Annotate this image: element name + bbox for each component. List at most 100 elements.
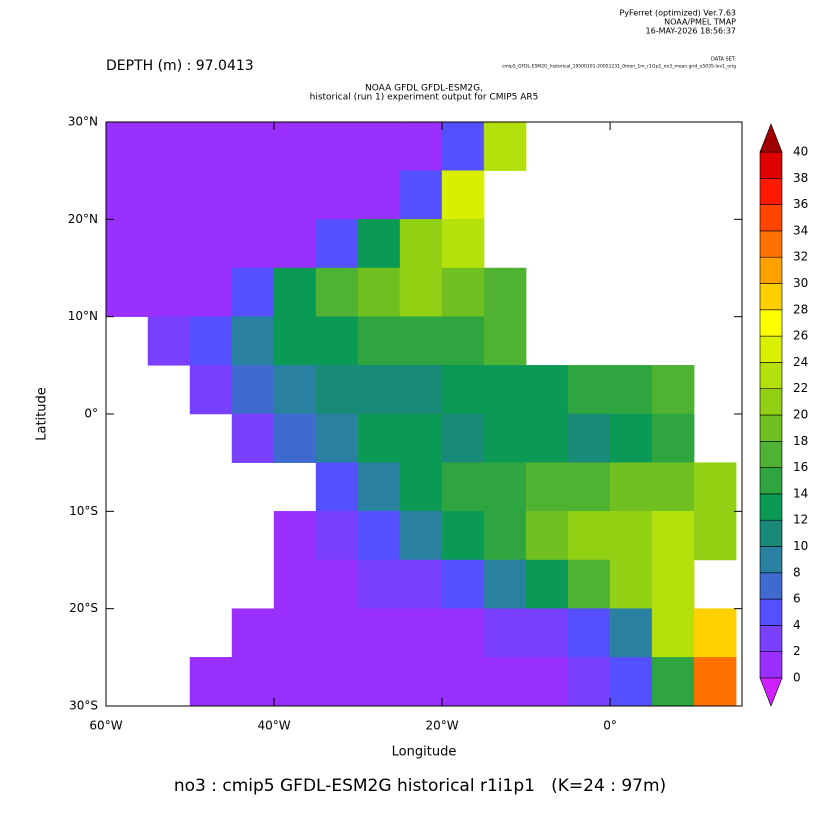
cell [273, 267, 317, 317]
cell [483, 365, 527, 415]
cell [315, 608, 359, 658]
cell [147, 219, 191, 269]
cell [357, 316, 401, 366]
cell [525, 657, 569, 707]
cell [231, 413, 275, 463]
cell [357, 657, 401, 707]
colorbar-under [759, 677, 783, 707]
colorbar-over [759, 123, 783, 153]
cell [693, 657, 737, 707]
colorbar-label: 16 [793, 460, 808, 474]
cell [609, 511, 653, 561]
colorbar-swatch [759, 230, 783, 258]
cell [483, 316, 527, 366]
cell [567, 365, 611, 415]
cell [315, 170, 359, 220]
cell [273, 170, 317, 220]
y-tick-label: 10°N [68, 309, 98, 323]
cell [525, 413, 569, 463]
cell [609, 365, 653, 415]
cell [399, 121, 443, 171]
colorbar-label: 28 [793, 302, 808, 316]
dataset-label: DATA SET: [711, 57, 736, 63]
colorbar-swatch [759, 256, 783, 284]
cell [609, 657, 653, 707]
colorbar-label: 12 [793, 513, 808, 527]
cell [231, 657, 275, 707]
colorbar-label: 8 [793, 565, 801, 579]
cell [441, 121, 485, 171]
colorbar-swatch [759, 440, 783, 468]
colorbar-label: 30 [793, 276, 808, 290]
cell [525, 462, 569, 512]
y-tick-label: 30°N [68, 115, 98, 129]
cell [189, 170, 233, 220]
cell [567, 559, 611, 609]
x-tick-label: 0° [603, 719, 617, 733]
colorbar-swatch [759, 546, 783, 574]
colorbar-swatch [759, 335, 783, 363]
cell [399, 365, 443, 415]
cell [399, 413, 443, 463]
cell [189, 365, 233, 415]
cell [357, 559, 401, 609]
cell [357, 608, 401, 658]
cell [483, 413, 527, 463]
colorbar-label: 38 [793, 171, 808, 185]
header-line: 16-MAY-2026 18:56:37 [646, 27, 736, 36]
colorbar-swatch [759, 283, 783, 311]
cell [357, 511, 401, 561]
cell [441, 413, 485, 463]
cell [651, 608, 695, 658]
cell [483, 657, 527, 707]
cell [105, 219, 149, 269]
cell [357, 462, 401, 512]
cell [567, 608, 611, 658]
colorbar-swatch [759, 151, 783, 179]
cell [357, 365, 401, 415]
cell [273, 316, 317, 366]
colorbar-swatch [759, 204, 783, 232]
colorbar-label: 2 [793, 644, 801, 658]
cell [399, 170, 443, 220]
cell [693, 462, 737, 512]
cell [147, 267, 191, 317]
cell [231, 219, 275, 269]
cell [651, 413, 695, 463]
cell [273, 121, 317, 171]
dataset: cmip5_GFDL-ESM2G_historical_19500101-200… [502, 64, 736, 70]
cell [399, 316, 443, 366]
cell [105, 121, 149, 171]
colorbar-label: 4 [793, 618, 801, 632]
header-line: PyFerret (optimized) Ver.7.63 [619, 9, 736, 18]
cell [273, 608, 317, 658]
colorbar-label: 34 [793, 223, 808, 237]
cell [441, 365, 485, 415]
cell [651, 365, 695, 415]
cell [609, 413, 653, 463]
cell [231, 267, 275, 317]
cell [609, 462, 653, 512]
cell [315, 267, 359, 317]
cell [693, 511, 737, 561]
cell [357, 121, 401, 171]
cell [231, 121, 275, 171]
x-axis-label: Longitude [392, 745, 457, 760]
colorbar-swatch [759, 598, 783, 626]
cell [189, 267, 233, 317]
cell [441, 267, 485, 317]
cell [399, 462, 443, 512]
colorbar-swatch [759, 493, 783, 521]
colorbar-label: 36 [793, 197, 808, 211]
cell [441, 219, 485, 269]
cell [483, 462, 527, 512]
colorbar-swatch [759, 467, 783, 495]
cell [483, 267, 527, 317]
x-tick-label: 20°W [425, 719, 458, 733]
cell [189, 316, 233, 366]
x-tick-label: 60°W [89, 719, 122, 733]
cell [441, 657, 485, 707]
cell [315, 413, 359, 463]
